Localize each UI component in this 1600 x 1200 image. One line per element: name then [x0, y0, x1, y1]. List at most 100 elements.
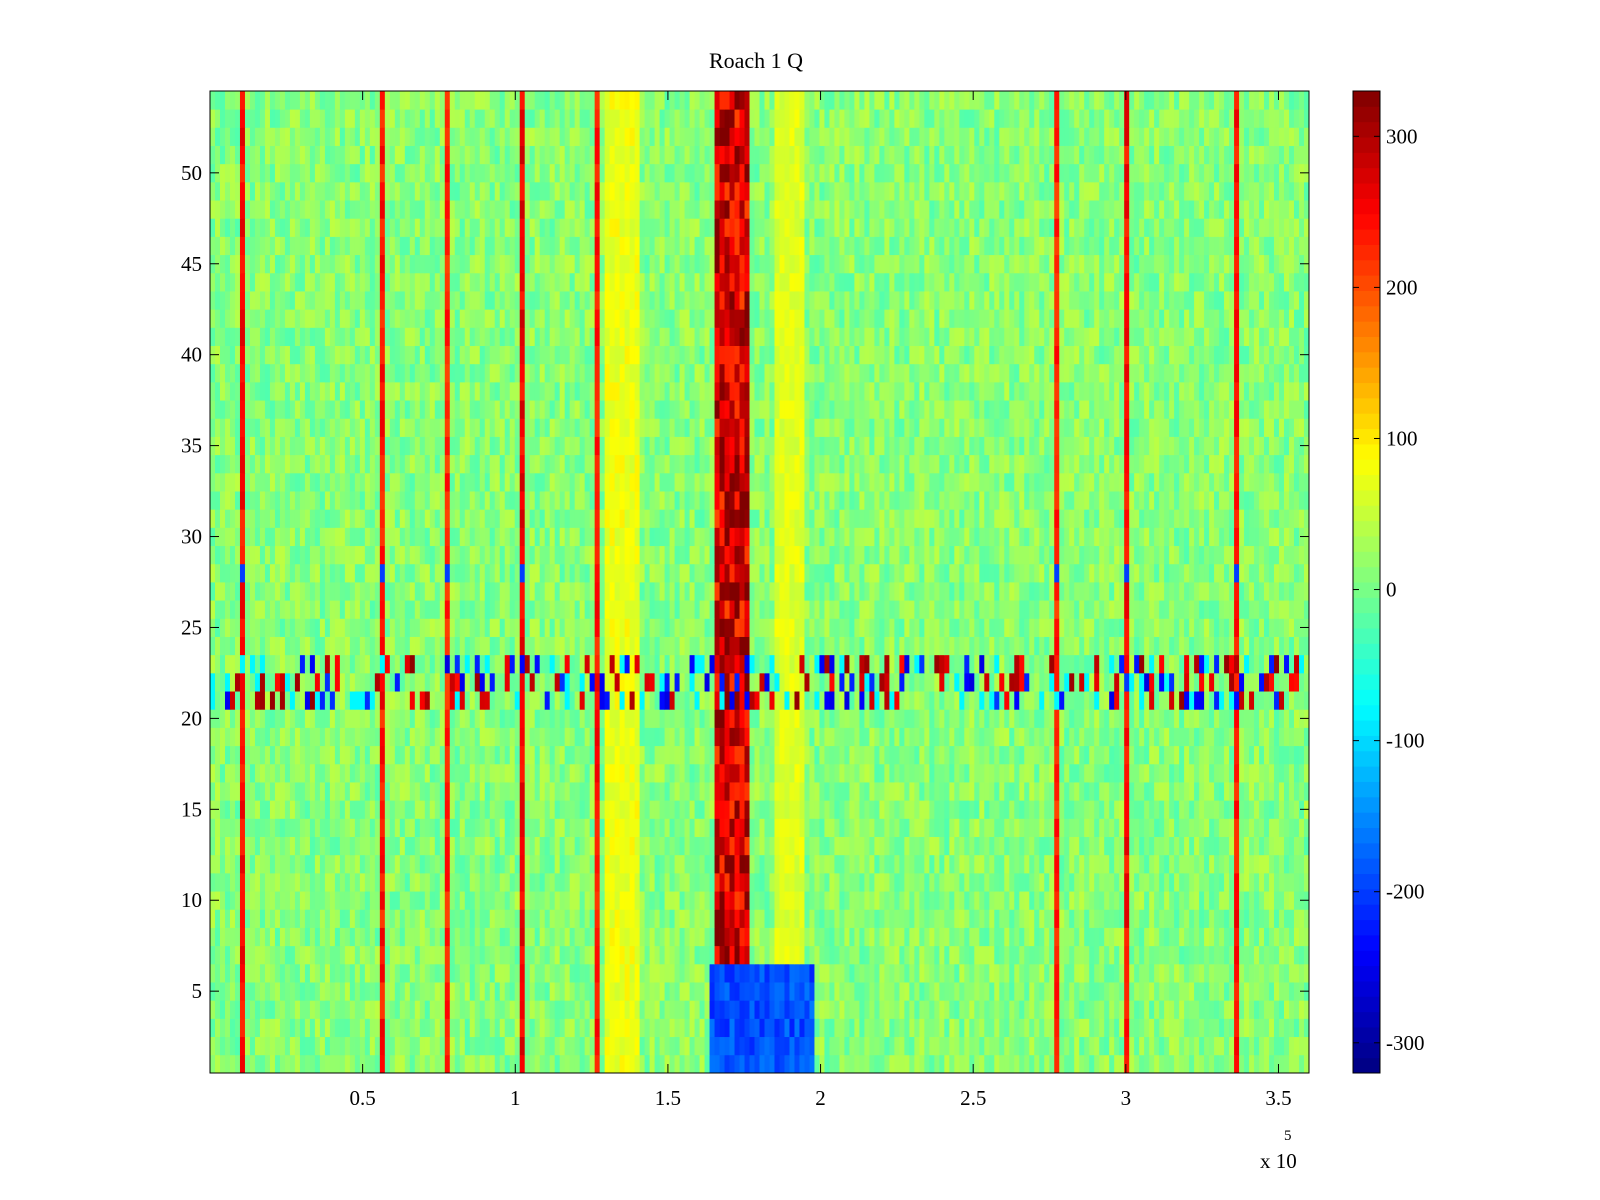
heatmap-cell — [534, 945, 541, 965]
heatmap-cell — [999, 709, 1005, 728]
heatmap-cell — [239, 654, 246, 674]
heatmap-cell — [904, 836, 910, 856]
heatmap-cell — [479, 945, 486, 965]
heatmap-cell — [1134, 709, 1140, 728]
heatmap-cell — [299, 854, 306, 874]
heatmap-cell — [609, 1054, 616, 1074]
heatmap-cell — [499, 836, 506, 856]
heatmap-cell — [1199, 1036, 1205, 1056]
heatmap-cell — [789, 709, 795, 728]
heatmap-cell — [669, 654, 675, 674]
heatmap-cell — [869, 727, 875, 747]
heatmap-cell — [489, 727, 496, 747]
heatmap-cell — [709, 654, 715, 674]
heatmap-cell — [599, 909, 606, 928]
heatmap-cell — [979, 782, 985, 801]
heatmap-cell — [1134, 909, 1140, 928]
heatmap-cell — [1139, 872, 1145, 892]
heatmap-cell — [644, 945, 650, 965]
heatmap-cell — [1184, 672, 1190, 692]
heatmap-cell — [524, 745, 531, 765]
heatmap-cell — [739, 927, 745, 947]
heatmap-cell — [929, 1054, 935, 1074]
heatmap-cell — [1224, 945, 1230, 965]
heatmap-cell — [904, 927, 910, 947]
heatmap-cell — [454, 909, 461, 928]
heatmap-cell — [594, 818, 601, 837]
heatmap-cell — [339, 909, 346, 928]
heatmap-cell — [484, 745, 491, 765]
heatmap-cell — [344, 818, 351, 837]
heatmap-cell — [1099, 691, 1105, 710]
heatmap-cell — [1229, 709, 1235, 728]
heatmap-cell — [554, 818, 561, 837]
heatmap-cell — [879, 1018, 885, 1038]
heatmap-cell — [289, 963, 296, 983]
heatmap-cell — [1304, 782, 1310, 801]
heatmap-cell — [359, 727, 366, 747]
heatmap-cell — [829, 691, 835, 710]
heatmap-cell — [934, 709, 940, 728]
heatmap-cell — [549, 691, 556, 710]
heatmap-cell — [794, 691, 800, 710]
heatmap-cell — [579, 691, 586, 710]
heatmap-cell — [359, 782, 366, 801]
heatmap-cell — [1274, 800, 1280, 819]
heatmap-cell — [834, 654, 840, 674]
heatmap-cell — [679, 927, 685, 947]
heatmap-cell — [874, 818, 880, 837]
heatmap-cell — [529, 782, 536, 801]
heatmap-cell — [609, 891, 616, 910]
heatmap-cell — [604, 1018, 611, 1038]
heatmap-cell — [634, 927, 641, 947]
heatmap-cell — [1154, 727, 1160, 747]
heatmap-cell — [754, 818, 760, 837]
heatmap-cell — [234, 854, 241, 874]
heatmap-cell — [889, 709, 895, 728]
heatmap-cell — [1219, 945, 1225, 965]
heatmap-cell — [624, 782, 631, 801]
heatmap-cell — [414, 854, 421, 874]
heatmap-cell — [1279, 709, 1285, 728]
heatmap-cell — [584, 1054, 591, 1074]
heatmap-cell — [494, 1036, 501, 1056]
heatmap-cell — [1009, 982, 1015, 1001]
heatmap-cell — [549, 1036, 556, 1056]
heatmap-cell — [784, 745, 790, 765]
heatmap-cell — [674, 800, 680, 819]
heatmap-cell — [429, 982, 436, 1001]
heatmap-cell — [1229, 763, 1235, 783]
heatmap-cell — [879, 763, 885, 783]
heatmap-cell — [829, 745, 835, 765]
heatmap-cell — [694, 763, 700, 783]
heatmap-cell — [299, 1054, 306, 1074]
heatmap-cell — [629, 872, 636, 892]
heatmap-cell — [969, 654, 975, 674]
heatmap-cell — [489, 709, 496, 728]
heatmap-cell — [309, 800, 316, 819]
heatmap-cell — [509, 909, 516, 928]
heatmap-cell — [594, 927, 601, 947]
heatmap-cell — [1279, 1054, 1285, 1074]
heatmap-cell — [1184, 1036, 1190, 1056]
heatmap-cell — [1189, 1000, 1195, 1019]
heatmap-cell — [394, 836, 401, 856]
heatmap-cell — [709, 836, 715, 856]
heatmap-cell — [244, 872, 251, 892]
heatmap-cell — [1174, 709, 1180, 728]
heatmap-cell — [1274, 909, 1280, 928]
heatmap-cell — [794, 891, 800, 910]
heatmap-cell — [384, 891, 391, 910]
heatmap-cell — [904, 709, 910, 728]
heatmap-cell — [904, 1018, 910, 1038]
heatmap-cell — [899, 1000, 905, 1019]
heatmap-cell — [819, 891, 825, 910]
heatmap-cell — [354, 709, 361, 728]
heatmap-cell — [359, 891, 366, 910]
heatmap-cell — [1074, 800, 1080, 819]
heatmap-cell — [289, 745, 296, 765]
heatmap-cell — [1159, 727, 1165, 747]
heatmap-cell — [339, 854, 346, 874]
heatmap-cell — [689, 672, 695, 692]
heatmap-cell — [394, 800, 401, 819]
